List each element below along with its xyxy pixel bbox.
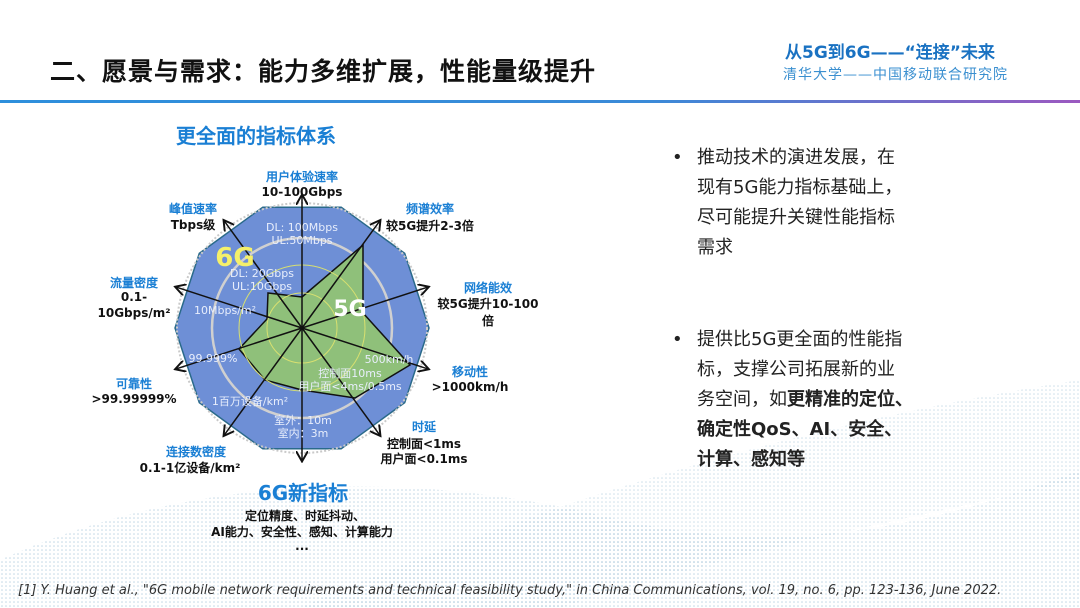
new-metrics-line-1: 定位精度、时延抖动、 bbox=[244, 509, 366, 523]
axis-arrow bbox=[224, 327, 303, 435]
bullet-1-line: 尽可能提升关键性能指标 bbox=[697, 207, 895, 228]
bullet-dot-icon: • bbox=[672, 147, 683, 168]
bullet-2-line-bold: 计算、感知等 bbox=[697, 449, 805, 470]
chart-title: 更全面的指标体系 bbox=[176, 124, 336, 148]
inner-mobility: 500km/h bbox=[364, 353, 414, 366]
new-metrics-title: 6G新指标 bbox=[257, 481, 349, 505]
bullet-1-line: 需求 bbox=[697, 237, 733, 258]
axis-value-energy-1: 较5G提升10-100 bbox=[437, 297, 539, 311]
bullet-2-line: 标，支撑公司拓展新的业 bbox=[697, 359, 895, 380]
axis-value-traffic-1: 0.1- bbox=[120, 290, 148, 304]
axis-value-reliability: >99.99999% bbox=[91, 392, 177, 406]
page-title: 二、愿景与需求：能力多维扩展，性能量级提升 bbox=[50, 57, 597, 86]
axis-label-mobility: 移动性 bbox=[451, 365, 489, 379]
axis-arrow bbox=[301, 221, 380, 329]
axis-label-energy: 网络能效 bbox=[463, 281, 513, 295]
bullet-2-line-bold: 确定性QoS、AI、安全、 bbox=[697, 419, 903, 440]
inner-peak: DL: 20Gbps UL:10Gbps bbox=[229, 267, 295, 293]
inner-traffic: 10Mbps/m² bbox=[193, 304, 257, 317]
axis-arrow bbox=[176, 287, 303, 329]
bullet-2-line: 提供比5G更全面的性能指 bbox=[697, 329, 903, 350]
axis-arrow bbox=[301, 327, 428, 369]
5g-label: 5G bbox=[333, 297, 366, 322]
axis-value-traffic-2: 10Gbps/m² bbox=[97, 306, 171, 320]
radar-axes bbox=[176, 196, 427, 460]
inner-reliability: 99.999% bbox=[188, 352, 238, 365]
axis-label-latency: 时延 bbox=[411, 420, 437, 434]
brand-subtitle: 清华大学——中国移动联合研究院 bbox=[783, 67, 1008, 83]
axis-value-spectrum: 较5G提升2-3倍 bbox=[386, 219, 474, 233]
bullet-2-line: 务空间，如更精准的定位、 bbox=[697, 389, 913, 410]
axis-value-energy-2: 倍 bbox=[481, 314, 495, 328]
bullet-1-line: 推动技术的演进发展，在 bbox=[697, 147, 895, 168]
axis-arrow bbox=[301, 327, 380, 435]
axis-value-mobility: >1000km/h bbox=[431, 380, 509, 394]
axis-value-connection: 0.1-1亿设备/km² bbox=[139, 461, 241, 475]
axis-label-peak: 峰值速率 bbox=[168, 202, 218, 216]
brand-title: 从5G到6G——“连接”未来 bbox=[785, 43, 995, 63]
axis-label-spectrum: 频谱效率 bbox=[405, 202, 455, 216]
new-metrics-line-3: ... bbox=[295, 539, 309, 553]
inner-connection: 1百万设备/km² bbox=[211, 395, 289, 408]
bullet-dot-icon: • bbox=[672, 329, 683, 350]
axis-value-latency-1: 控制面<1ms bbox=[386, 437, 462, 451]
axis-arrow bbox=[224, 221, 303, 329]
axis-value-latency-2: 用户面<0.1ms bbox=[380, 452, 468, 466]
axis-label-connection: 连接数密度 bbox=[165, 445, 227, 459]
6g-label: 6G bbox=[215, 243, 254, 273]
inner-positioning: 室外：10m 室内：3m bbox=[274, 414, 332, 440]
new-metrics-line-2: AI能力、安全性、感知、计算能力 bbox=[211, 525, 393, 539]
axis-arrow bbox=[301, 287, 428, 329]
axis-label-ux: 用户体验速率 bbox=[265, 170, 339, 184]
bullet-1-line: 现有5G能力指标基础上， bbox=[697, 177, 903, 198]
inner-ux: DL: 100Mbps UL:50Mbps bbox=[266, 221, 338, 247]
axis-label-reliability: 可靠性 bbox=[115, 377, 153, 391]
axis-value-peak: Tbps级 bbox=[170, 218, 216, 232]
inner-latency: 控制面10ms 用户面<4ms/0.5ms bbox=[298, 367, 402, 393]
axis-arrow bbox=[176, 327, 303, 369]
citation: [1] Y. Huang et al., "6G mobile network … bbox=[18, 583, 1002, 598]
header-divider bbox=[0, 100, 1080, 103]
axis-label-traffic: 流量密度 bbox=[109, 276, 159, 290]
axis-value-ux: 10-100Gbps bbox=[261, 185, 343, 199]
